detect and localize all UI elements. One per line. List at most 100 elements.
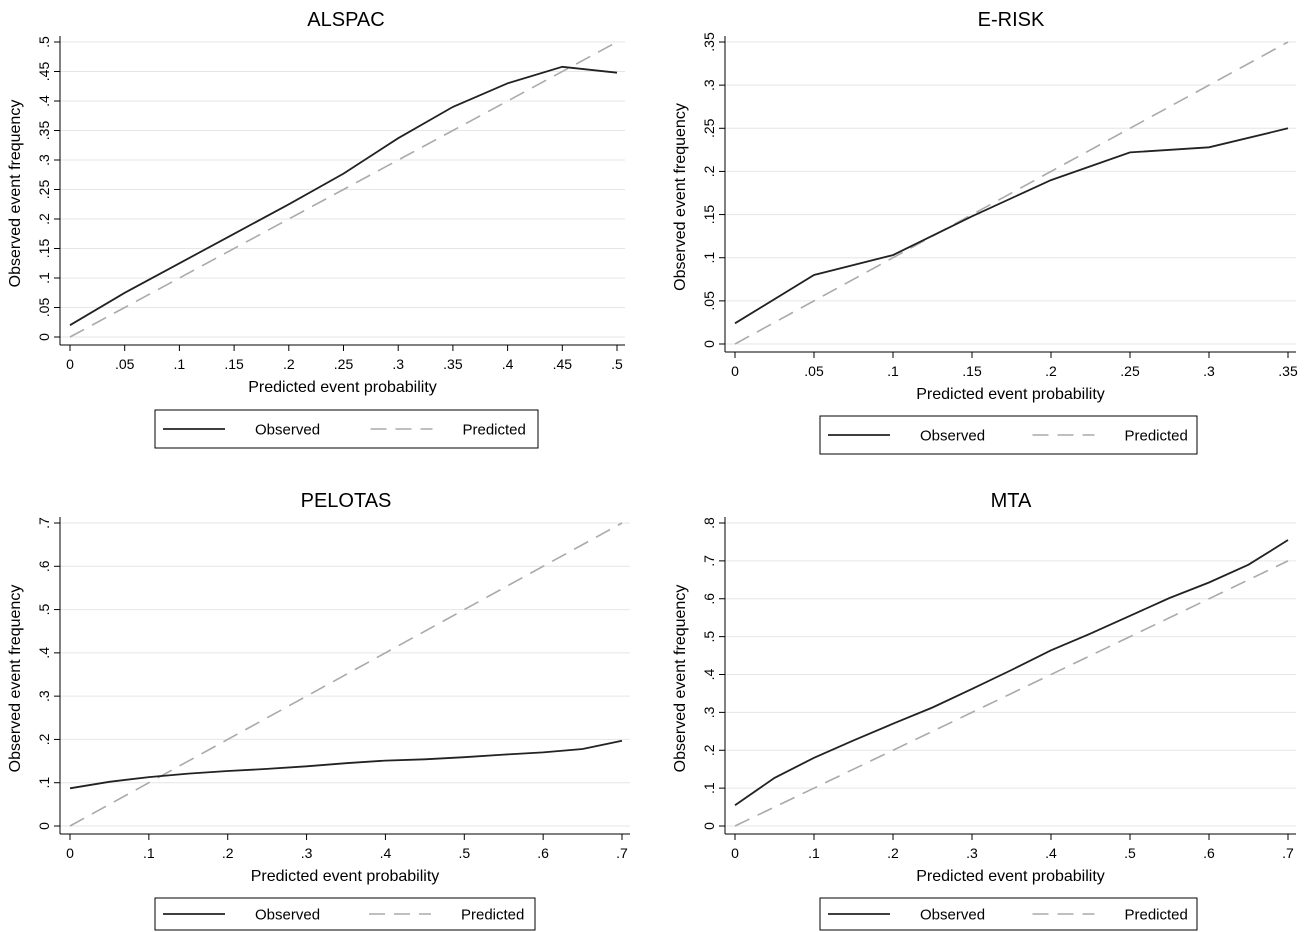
y-tick-label: .05 (701, 291, 717, 311)
x-tick-label: .5 (1124, 845, 1136, 861)
y-tick-label: .45 (36, 62, 52, 82)
x-tick-label: 0 (731, 363, 739, 379)
y-tick-label: .6 (36, 560, 52, 572)
legend-label-observed: Observed (255, 421, 320, 438)
y-tick-label: .4 (701, 668, 717, 680)
series-line-predicted (69, 41, 618, 338)
y-tick-label: 0 (701, 340, 717, 348)
x-tick-label: .05 (115, 356, 135, 372)
y-axis-label: Observed event frequency (672, 585, 689, 773)
y-axis-label: Observed event frequency (7, 585, 24, 773)
x-tick-label: .1 (143, 845, 155, 861)
y-tick-label: .3 (701, 706, 717, 718)
chart-title: MTA (991, 490, 1032, 512)
y-tick-label: .25 (701, 118, 717, 138)
x-tick-label: 0 (66, 845, 74, 861)
chart-panel-4: MTA 0 .1 .2 .3 .4 .5 .6 .7 .8 0 .1 .2 .3 .4 .5 .6 .7 Predi… (672, 490, 1296, 931)
y-tick-label: .1 (36, 272, 52, 284)
y-tick-label: 0 (701, 822, 717, 830)
x-tick-label: .1 (174, 356, 186, 372)
y-tick-label: 0 (36, 822, 52, 830)
chart-title: PELOTAS (301, 490, 392, 512)
series-line-observed (734, 539, 1289, 806)
series-line-predicted (734, 41, 1289, 345)
x-axis-label: Predicted event probability (916, 386, 1105, 403)
x-tick-label: .3 (966, 845, 978, 861)
y-tick-label: .4 (36, 95, 52, 107)
x-tick-label: .2 (222, 845, 234, 861)
y-tick-label: .3 (701, 79, 717, 91)
legend-label-observed: Observed (920, 427, 985, 444)
x-tick-label: .05 (804, 363, 824, 379)
x-tick-label: .25 (334, 356, 354, 372)
series-line-observed (734, 127, 1289, 325)
x-tick-label: .1 (808, 845, 820, 861)
y-tick-label: .3 (36, 154, 52, 166)
x-axis-label: Predicted event probability (248, 379, 437, 396)
y-tick-label: 0 (36, 333, 52, 341)
y-tick-label: .25 (36, 180, 52, 200)
y-tick-label: .1 (36, 777, 52, 789)
x-tick-label: 0 (731, 845, 739, 861)
legend: Observed Predicted (819, 897, 1198, 931)
y-tick-label: .2 (36, 733, 52, 745)
y-axis-label: Observed event frequency (7, 100, 24, 288)
x-tick-label: .3 (301, 845, 313, 861)
x-tick-label: .35 (443, 356, 463, 372)
x-axis-label: Predicted event probability (916, 868, 1105, 885)
series-line-predicted (734, 560, 1289, 827)
y-tick-label: .6 (701, 593, 717, 605)
chart-panel-2: E-RISK 0 .05 .1 .15 .2 .25 .3 .35 0 .05 .1 .15 .2 .25.… (672, 9, 1298, 455)
series-line-predicted (69, 522, 623, 827)
series-line-observed (69, 739, 623, 790)
x-tick-label: .3 (1203, 363, 1215, 379)
y-tick-label: .2 (701, 744, 717, 756)
x-tick-label: .4 (380, 845, 392, 861)
y-tick-label: .8 (701, 517, 717, 529)
x-tick-label: .2 (1045, 363, 1057, 379)
y-tick-label: .2 (701, 165, 717, 177)
x-tick-label: .5 (611, 356, 623, 372)
x-tick-label: .45 (553, 356, 573, 372)
chart-panel-3: PELOTAS 0 .1 .2 .3 .4 .5 .6 .7 0 .1 .2 .3 .4 .5 .6 .7 Pre… (7, 490, 630, 931)
x-tick-label: 0 (66, 356, 74, 372)
chart-title: E-RISK (978, 9, 1045, 31)
y-tick-label: .35 (36, 121, 52, 141)
chart-panel-1: ALSPAC 0 .05 .1 .15 .2 .25 .3 .35 .4 .45 .5 0 .05 .1 .1… (7, 9, 625, 449)
y-tick-label: .5 (36, 36, 52, 48)
y-tick-label: .5 (36, 604, 52, 616)
x-tick-label: .25 (1120, 363, 1140, 379)
legend-label-predicted: Predicted (1125, 427, 1188, 444)
series-line-observed (69, 65, 618, 326)
y-tick-label: .1 (701, 252, 717, 264)
x-tick-label: .4 (502, 356, 514, 372)
y-axis-label: Observed event frequency (672, 103, 689, 291)
x-tick-label: .1 (887, 363, 899, 379)
x-tick-label: .15 (224, 356, 244, 372)
x-tick-label: .7 (1282, 845, 1294, 861)
y-tick-label: .4 (36, 647, 52, 659)
y-tick-label: .35 (701, 32, 717, 52)
x-tick-label: .35 (1278, 363, 1298, 379)
x-tick-label: .15 (962, 363, 982, 379)
x-tick-label: .6 (1203, 845, 1215, 861)
legend-label-observed: Observed (920, 906, 985, 923)
x-tick-label: .2 (283, 356, 295, 372)
x-tick-label: .7 (616, 845, 628, 861)
x-tick-label: .5 (458, 845, 470, 861)
y-tick-label: .7 (701, 555, 717, 567)
legend-label-predicted: Predicted (1125, 906, 1188, 923)
legend: Observed Predicted (154, 409, 539, 449)
legend-box (819, 897, 1198, 931)
y-tick-label: .3 (36, 690, 52, 702)
legend: Observed Predicted (154, 897, 536, 931)
chart-title: ALSPAC (307, 9, 384, 31)
y-tick-label: .7 (36, 517, 52, 529)
y-tick-label: .5 (701, 631, 717, 643)
x-tick-label: .6 (537, 845, 549, 861)
y-tick-label: .2 (36, 213, 52, 225)
y-tick-label: .15 (36, 239, 52, 259)
x-tick-label: .3 (392, 356, 404, 372)
x-axis-label: Predicted event probability (251, 868, 440, 885)
